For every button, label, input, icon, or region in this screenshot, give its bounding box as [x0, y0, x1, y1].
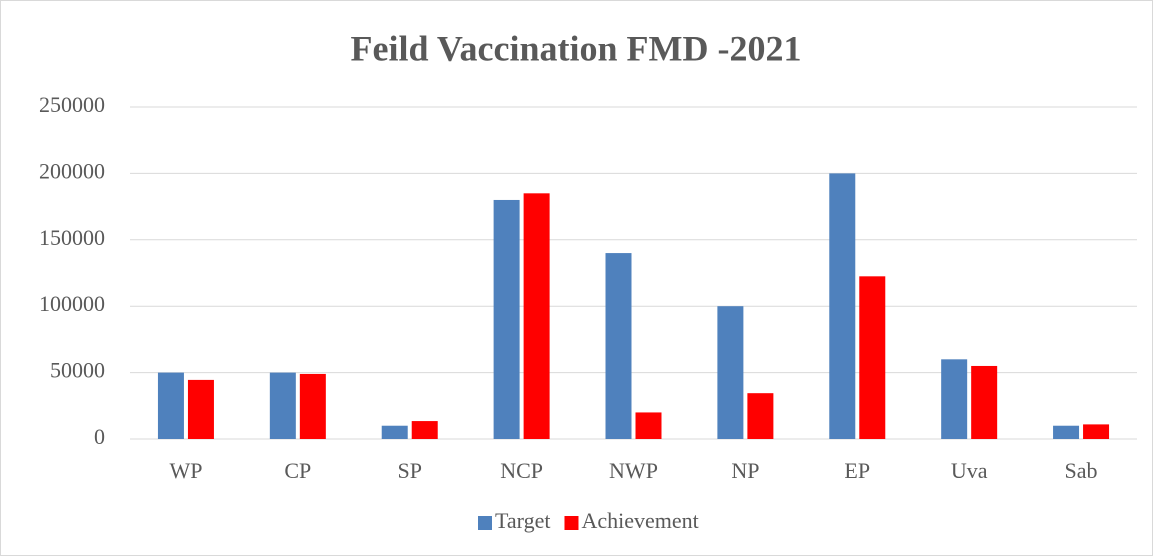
legend-label: Target	[495, 508, 550, 533]
bar	[1083, 424, 1110, 439]
legend-swatch	[564, 516, 579, 530]
bar	[187, 379, 214, 439]
x-tick-label: NWP	[609, 458, 658, 483]
x-tick-label: EP	[844, 458, 870, 483]
x-tick-label: NP	[731, 458, 759, 483]
bar	[859, 276, 886, 439]
bar	[1053, 425, 1080, 439]
x-tick-label: Sab	[1065, 458, 1098, 483]
legend-label: Achievement	[581, 508, 698, 533]
bar	[747, 393, 774, 439]
bar	[381, 425, 408, 439]
bar	[605, 253, 632, 439]
bar	[717, 306, 744, 439]
y-tick-label: 100000	[39, 291, 105, 316]
chart-title: Feild Vaccination FMD -2021	[351, 28, 802, 68]
x-tick-label: NCP	[500, 458, 543, 483]
x-tick-label: Uva	[951, 458, 988, 483]
bar	[971, 365, 998, 439]
x-tick-label: SP	[397, 458, 421, 483]
bar	[157, 372, 184, 439]
bar	[941, 359, 968, 439]
y-tick-label: 200000	[39, 158, 105, 183]
bar	[299, 373, 326, 439]
bar	[269, 372, 296, 439]
legend-swatch	[478, 516, 492, 530]
x-tick-label: CP	[284, 458, 311, 483]
bar	[523, 193, 550, 439]
bar	[411, 421, 438, 439]
y-tick-label: 150000	[39, 225, 105, 250]
bar	[829, 173, 856, 439]
bar	[635, 412, 662, 439]
x-tick-label: WP	[169, 458, 202, 483]
bar	[493, 199, 520, 439]
y-tick-label: 0	[94, 424, 105, 449]
y-tick-label: 250000	[39, 92, 105, 117]
y-tick-label: 50000	[50, 358, 105, 383]
